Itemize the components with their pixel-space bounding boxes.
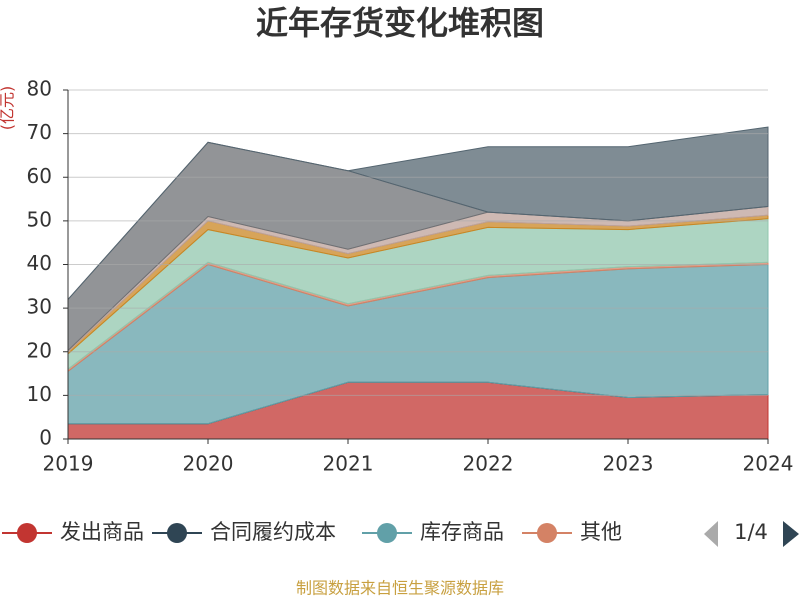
y-unit: (亿元) <box>0 86 17 131</box>
legend-marker <box>17 523 37 543</box>
x-tick-label: 2021 <box>323 452 374 476</box>
x-tick-label: 2019 <box>43 452 94 476</box>
y-tick-label: 60 <box>27 164 52 188</box>
x-tick-label: 2023 <box>603 452 654 476</box>
x-tick-label: 2024 <box>743 452 794 476</box>
legend-label: 合同履约成本 <box>210 520 336 544</box>
legend-marker <box>167 523 187 543</box>
chart-title: 近年存货变化堆积图 <box>256 4 544 42</box>
y-tick-label: 10 <box>27 382 52 406</box>
area <box>67 126 769 300</box>
y-tick-label: 70 <box>27 120 52 144</box>
source-note: 制图数据来自恒生聚源数据库 <box>296 579 504 598</box>
legend-marker <box>537 523 557 543</box>
y-tick-label: 40 <box>27 251 52 275</box>
legend-next[interactable] <box>783 521 799 547</box>
y-tick-label: 50 <box>27 207 52 231</box>
y-tick-label: 20 <box>27 338 52 362</box>
legend-label: 发出商品 <box>60 520 144 544</box>
legend-label: 其他 <box>580 520 622 544</box>
x-tick-label: 2022 <box>463 452 514 476</box>
y-tick-label: 80 <box>27 77 52 101</box>
y-tick-label: 30 <box>27 295 52 319</box>
legend-marker <box>377 523 397 543</box>
areas <box>67 126 769 440</box>
legend-page: 1/4 <box>734 520 768 544</box>
x-tick-label: 2020 <box>183 452 234 476</box>
y-tick-label: 0 <box>39 426 52 450</box>
grid <box>68 89 768 396</box>
legend-label: 库存商品 <box>420 520 504 544</box>
legend-prev <box>704 521 718 547</box>
